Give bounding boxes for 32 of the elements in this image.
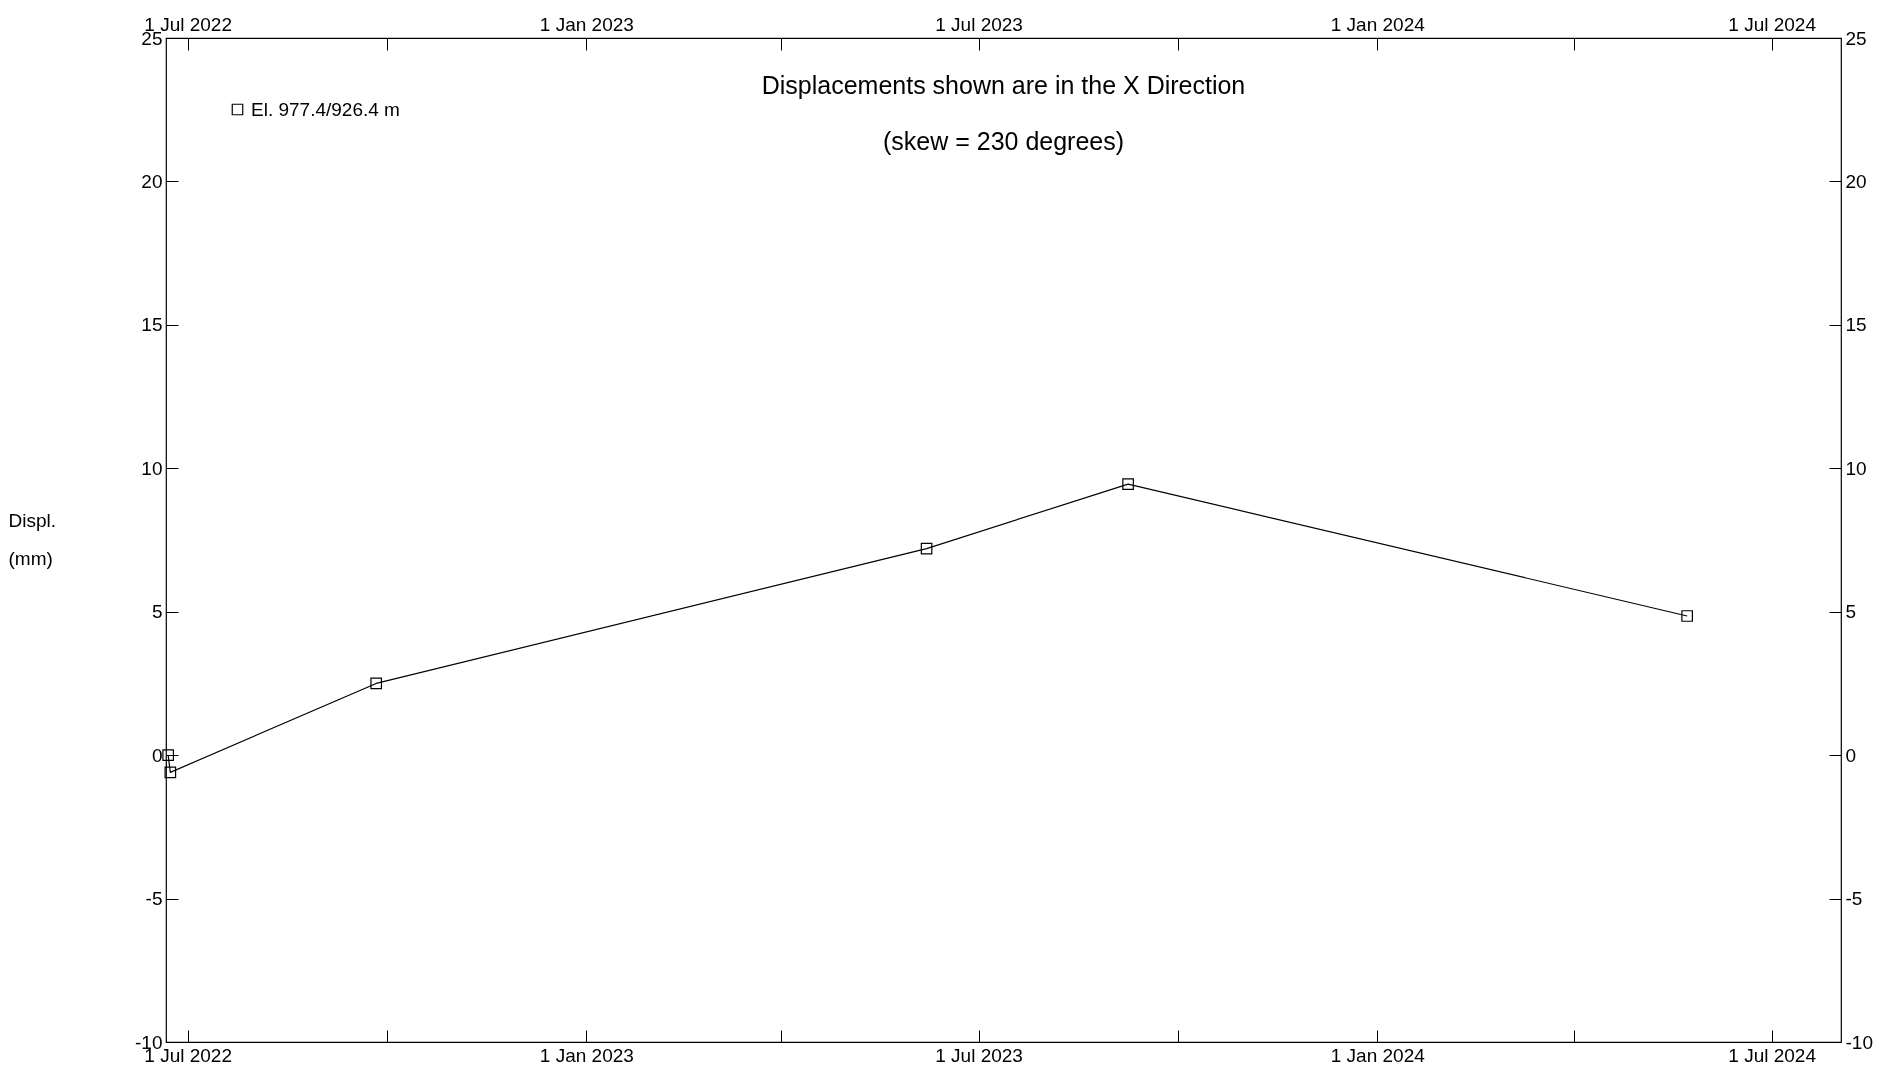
legend-label: El. 977.4/926.4 m [251,98,400,120]
point [164,766,177,779]
x2-tick-label: 1 Jan 2023 [539,13,634,35]
y2-tick-label: 5 [1845,601,1857,623]
text: Displacements shown are in the X Direction [761,71,1246,99]
y2-tick-label: 0 [1845,744,1857,766]
y2-tick-label: -5 [1845,888,1863,910]
x-tick-label: 1 Jul 2024 [1728,1044,1817,1066]
y-tick-label: 0 [151,744,163,766]
x2-tick-label: 1 Jan 2024 [1330,13,1426,35]
y-tick-label: 5 [151,601,163,623]
x-tick-label: 1 Jan 2023 [539,1044,634,1066]
x2-tick-label: 1 Jul 2024 [1728,13,1817,35]
y-tick-label: 15 [141,314,163,336]
y2-tick-label: -10 [1845,1031,1873,1053]
y-tick-label: 10 [141,457,163,479]
y-tick-label: -5 [145,888,163,910]
x-tick-label: 1 Jul 2023 [935,1044,1023,1066]
x2-tick-label: 1 Jul 2023 [935,13,1023,35]
point [920,542,933,555]
point [370,677,383,690]
point [1681,610,1693,622]
y2-tick-label: 10 [1845,457,1867,479]
y2-tick-label: 25 [1845,27,1867,49]
point [162,749,175,761]
y2-tick-label: 15 [1845,314,1867,336]
text: (skew = 230 degrees) [882,127,1125,155]
y-tick-label: 20 [141,170,163,192]
point [1122,478,1134,490]
x-tick-label: 1 Jan 2024 [1330,1044,1426,1066]
y2-tick-label: 20 [1845,170,1867,192]
y-axis-title: Displ. (mm) [8,509,57,569]
